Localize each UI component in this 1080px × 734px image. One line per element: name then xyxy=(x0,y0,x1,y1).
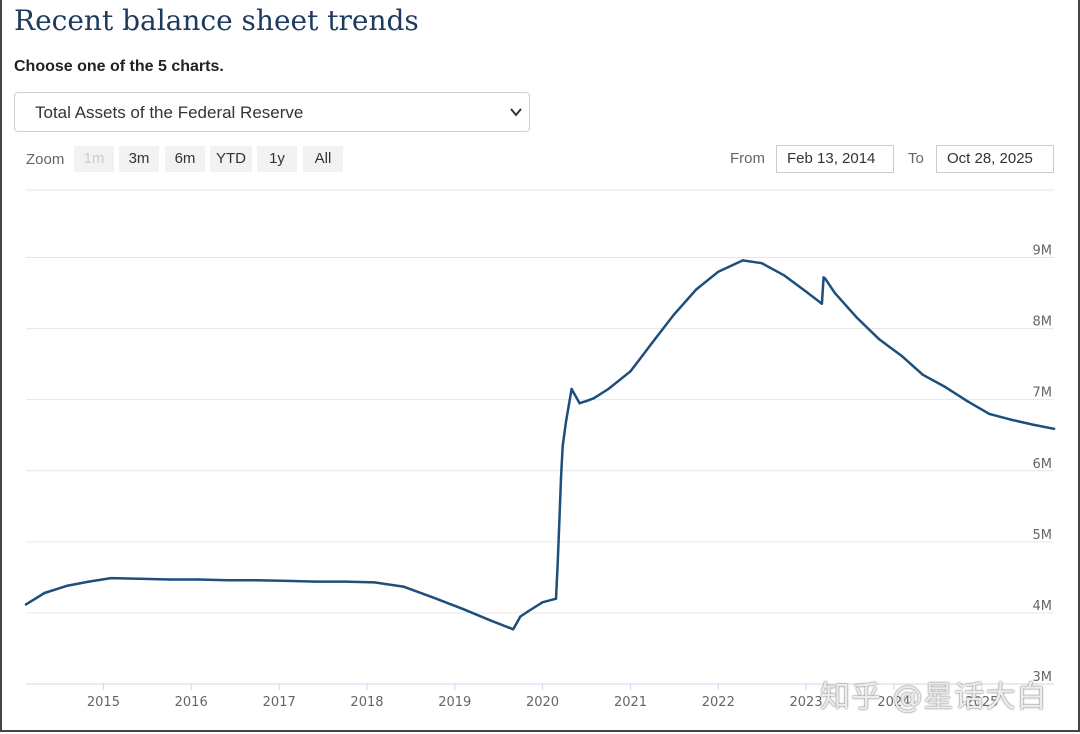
x-tick-label: 2022 xyxy=(702,695,735,710)
x-axis: 2015 2016 2017 2018 2019 2020 2021 2022 2023 2024… xyxy=(26,683,1054,710)
x-tick-label: 2019 xyxy=(438,695,471,710)
data-point xyxy=(43,591,46,595)
data-point xyxy=(65,584,68,588)
data-point xyxy=(512,628,515,631)
data-point xyxy=(578,402,581,405)
data-point xyxy=(782,274,786,277)
data-point xyxy=(138,577,141,580)
y-tick-label: 4M xyxy=(1033,599,1053,614)
chart-series xyxy=(24,259,1056,631)
data-point xyxy=(833,291,837,295)
data-point xyxy=(1031,423,1035,426)
data-point xyxy=(109,576,113,580)
x-tick-label: 2024 xyxy=(877,695,910,710)
data-point xyxy=(804,290,808,293)
x-tick-label: 2016 xyxy=(175,695,208,710)
chevron-down-icon xyxy=(510,108,522,117)
data-point xyxy=(554,597,558,600)
x-tick-label: 2020 xyxy=(526,695,559,710)
data-point xyxy=(672,313,676,316)
y-tick-label: 7M xyxy=(1033,386,1053,401)
x-tick-label: 2018 xyxy=(350,695,383,710)
data-point xyxy=(820,302,824,305)
data-point xyxy=(314,580,317,583)
data-point xyxy=(526,610,530,613)
data-point xyxy=(343,580,347,583)
data-point xyxy=(943,385,947,389)
data-point xyxy=(24,603,28,606)
data-point xyxy=(519,615,522,618)
zoom-1y-button[interactable]: 1y xyxy=(257,146,297,172)
zoom-label: Zoom xyxy=(26,151,65,168)
range-to-label: To xyxy=(908,150,924,167)
page-title: Recent balance sheet trends xyxy=(14,4,419,37)
data-point xyxy=(585,399,588,403)
data-point xyxy=(717,270,720,273)
y-tick-label: 3M xyxy=(1033,670,1053,685)
data-point xyxy=(741,259,744,262)
data-point xyxy=(167,578,171,581)
zoom-6m-button[interactable]: 6m xyxy=(165,146,205,172)
data-point xyxy=(489,619,493,622)
range-to-input[interactable]: Oct 28, 2025 xyxy=(936,145,1054,173)
x-tick-label: 2021 xyxy=(614,695,647,710)
chart-select-dropdown[interactable]: Total Assets of the Federal Reserve xyxy=(14,92,530,132)
data-point xyxy=(561,444,564,448)
data-point xyxy=(285,579,288,583)
x-tick-label: 2017 xyxy=(263,695,296,710)
watermark: 知乎 @星话大白 xyxy=(820,680,1048,715)
data-point xyxy=(197,578,200,581)
data-point xyxy=(592,397,595,400)
data-point xyxy=(226,579,229,582)
data-point xyxy=(564,419,568,423)
data-point xyxy=(878,338,881,341)
data-point xyxy=(255,579,259,582)
data-point xyxy=(570,387,573,391)
chart-chooser-prompt: Choose one of the 5 charts. xyxy=(14,58,224,75)
data-point xyxy=(402,585,405,588)
data-point xyxy=(988,412,991,416)
data-point xyxy=(760,262,763,265)
data-point xyxy=(855,316,859,320)
data-point xyxy=(607,387,610,391)
data-point xyxy=(966,399,969,403)
zoom-3m-button[interactable]: 3m xyxy=(119,146,159,172)
y-tick-label: 6M xyxy=(1033,457,1053,472)
zoom-ytd-button[interactable]: YTD xyxy=(210,146,252,172)
x-tick-label: 2015 xyxy=(87,695,120,710)
data-point xyxy=(87,580,91,583)
data-point xyxy=(1052,427,1056,430)
data-point xyxy=(695,288,698,291)
range-from-label: From xyxy=(730,150,765,167)
data-point xyxy=(431,596,434,599)
zoom-all-button[interactable]: All xyxy=(303,146,343,172)
data-point xyxy=(921,373,925,376)
data-point xyxy=(541,601,544,604)
data-point xyxy=(824,277,827,280)
data-point xyxy=(461,607,464,610)
x-tick-label: 2023 xyxy=(790,695,823,710)
data-point xyxy=(900,354,903,357)
data-point xyxy=(558,519,561,522)
data-point xyxy=(373,581,376,584)
data-point xyxy=(651,341,654,344)
chart-grid xyxy=(26,189,1054,614)
y-tick-label: 8M xyxy=(1033,315,1053,330)
series-line-0 xyxy=(24,259,1056,631)
zoom-1m-button[interactable]: 1m xyxy=(74,146,114,172)
data-point xyxy=(556,562,559,565)
x-tick-label: 2025 xyxy=(965,695,998,710)
y-tick-label: 5M xyxy=(1033,528,1053,543)
data-point xyxy=(629,370,632,373)
range-from-input[interactable]: Feb 13, 2014 xyxy=(776,145,894,173)
data-point xyxy=(559,476,563,480)
data-point xyxy=(822,276,825,279)
y-axis-labels: 3M 4M 5M 6M 7M 8M 9M xyxy=(1033,244,1053,685)
y-tick-label: 9M xyxy=(1033,244,1053,259)
data-point xyxy=(1009,418,1012,421)
chart-select-value: Total Assets of the Federal Reserve xyxy=(35,103,304,122)
